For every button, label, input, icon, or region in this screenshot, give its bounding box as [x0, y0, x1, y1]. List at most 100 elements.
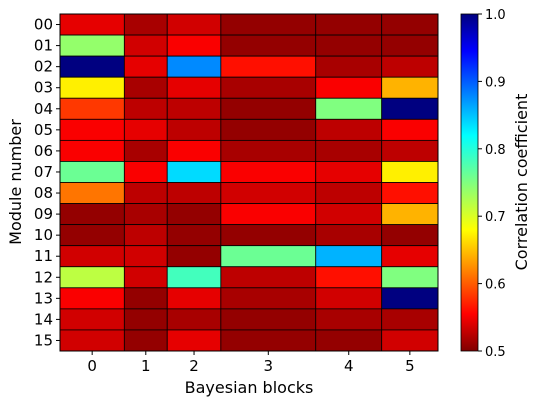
heatmap-cell	[59, 161, 125, 183]
colorbar-tick-label: 1.0	[485, 8, 506, 23]
heatmap-cell	[166, 287, 222, 310]
heatmap-cell	[59, 308, 125, 331]
colorbar-tick-label: 0.6	[485, 278, 506, 293]
heatmap-cell	[166, 118, 222, 141]
heatmap-cell	[315, 139, 383, 162]
heatmap-cell	[381, 97, 439, 120]
heatmap-cell	[166, 139, 222, 162]
heatmap-cell	[381, 287, 439, 310]
heatmap-cell	[315, 161, 383, 183]
x-tick-label: 2	[189, 357, 199, 375]
heatmap-cell	[123, 245, 168, 268]
heatmap-cell	[123, 118, 168, 141]
heatmap-cell	[381, 76, 439, 99]
x-tick-label: 3	[264, 357, 274, 375]
heatmap-cell	[315, 118, 383, 141]
heatmap-cell	[166, 203, 222, 226]
heatmap-cell	[315, 182, 383, 204]
heatmap-cell	[123, 139, 168, 162]
heatmap-cell	[59, 266, 125, 289]
heatmap-cell	[220, 34, 317, 57]
heatmap-cell	[123, 203, 168, 226]
x-tick-label: 0	[87, 357, 97, 375]
y-tick-label: 03	[34, 79, 53, 97]
heatmap-cell	[166, 34, 222, 57]
heatmap-cell	[220, 76, 317, 99]
heatmap-cell	[381, 329, 439, 352]
y-tick-label: 10	[34, 226, 53, 244]
heatmap-cell	[315, 97, 383, 120]
heatmap-cell	[315, 329, 383, 352]
heatmap-cell	[166, 266, 222, 289]
heatmap-cell	[381, 224, 439, 247]
y-tick-label: 13	[34, 289, 53, 307]
heatmap-cell	[59, 224, 125, 247]
heatmap-cell	[166, 76, 222, 99]
y-tick-label: 00	[34, 16, 53, 34]
heatmap-cell	[220, 139, 317, 162]
y-tick-label: 04	[34, 100, 53, 118]
x-axis-label: Bayesian blocks	[185, 378, 314, 397]
heatmap-cell	[59, 13, 125, 36]
heatmap-cell	[166, 55, 222, 78]
heatmap-cell	[220, 245, 317, 268]
heatmap-cell	[381, 55, 439, 78]
colorbar-tick-label: 0.9	[485, 75, 506, 90]
y-tick-label: 06	[34, 142, 53, 160]
heatmap-cell	[315, 308, 383, 331]
heatmap-cell	[166, 161, 222, 183]
heatmap-cell	[123, 224, 168, 247]
heatmap-cell	[59, 55, 125, 78]
heatmap-cell	[123, 161, 168, 183]
heatmap-cell	[59, 182, 125, 204]
heatmap-cell	[220, 97, 317, 120]
colorbar-tick-label: 0.5	[485, 345, 506, 360]
y-tick-label: 07	[34, 163, 53, 181]
heatmap-cell	[59, 34, 125, 57]
heatmap-cell	[220, 13, 317, 36]
colorbar	[460, 13, 479, 352]
heatmap-cell	[220, 329, 317, 352]
heatmap-cells	[59, 13, 439, 352]
heatmap-cell	[59, 287, 125, 310]
x-tick-label: 4	[344, 357, 354, 375]
y-tick-label: 11	[34, 247, 53, 265]
heatmap-cell	[123, 34, 168, 57]
heatmap-cell	[381, 139, 439, 162]
x-axis-ticks: 0 1 2 3 4 5	[87, 351, 415, 375]
y-tick-label: 12	[34, 268, 53, 286]
heatmap-cell	[59, 139, 125, 162]
y-tick-label: 08	[34, 184, 53, 202]
heatmap-cell	[315, 266, 383, 289]
heatmap-cell	[381, 161, 439, 183]
heatmap-cell	[315, 224, 383, 247]
plot-frame	[59, 13, 439, 352]
heatmap-cell	[59, 245, 125, 268]
heatmap-cell	[220, 55, 317, 78]
heatmap-cell	[166, 329, 222, 352]
colorbar-ticks: 0.5 0.6 0.7 0.8 0.9 1.0	[478, 8, 506, 360]
heatmap-cell	[220, 118, 317, 141]
heatmap-cell	[315, 13, 383, 36]
y-tick-label: 14	[34, 310, 53, 328]
heatmap-cell	[166, 182, 222, 204]
heatmap-cell	[220, 287, 317, 310]
heatmap-cell	[381, 245, 439, 268]
heatmap-cell	[123, 97, 168, 120]
y-tick-label: 01	[34, 37, 53, 55]
heatmap-cell	[381, 203, 439, 226]
heatmap-cell	[315, 287, 383, 310]
heatmap-cell	[315, 34, 383, 57]
heatmap-cell	[123, 308, 168, 331]
heatmap-cell	[166, 97, 222, 120]
heatmap-cell	[220, 266, 317, 289]
heatmap-cell	[123, 182, 168, 204]
heatmap-cell	[59, 203, 125, 226]
y-tick-label: 05	[34, 121, 53, 139]
heatmap-cell	[166, 224, 222, 247]
heatmap-cell	[220, 182, 317, 204]
heatmap-cell	[59, 329, 125, 352]
heatmap-cell	[123, 55, 168, 78]
colorbar-label: Correlation coefficient	[512, 94, 531, 271]
